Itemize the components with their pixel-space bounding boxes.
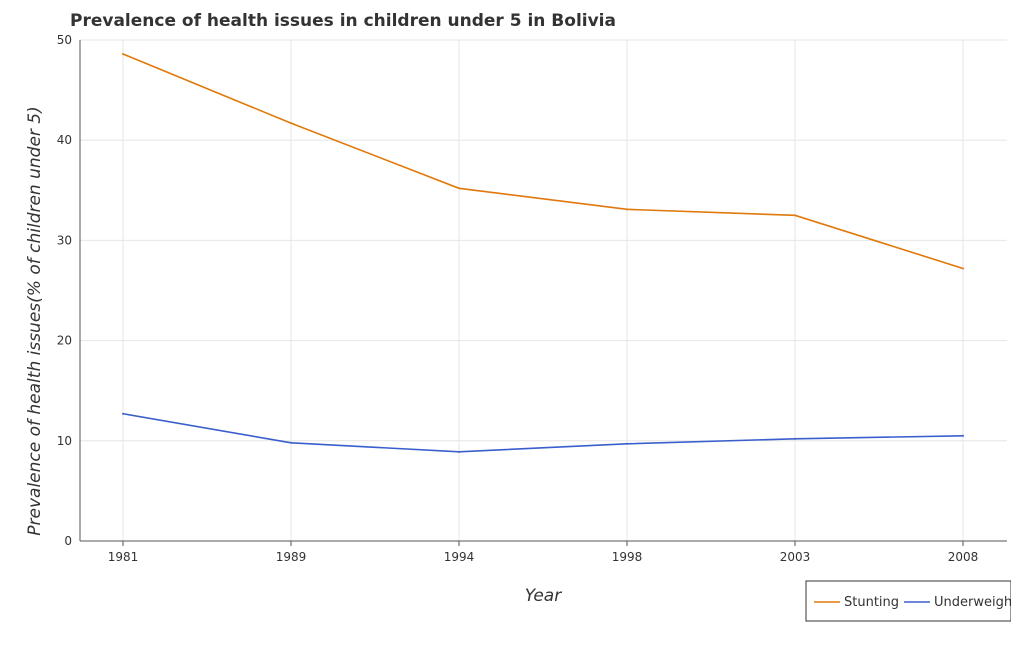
legend: Stunting Underweight xyxy=(805,580,1011,622)
data-point-underweight xyxy=(122,412,124,415)
data-point-underweight xyxy=(290,441,292,444)
x-axis-label: Year xyxy=(525,586,562,606)
series-line-underweight xyxy=(122,412,964,453)
x-tick-label: 2008 xyxy=(948,550,979,564)
x-tick-label: 1989 xyxy=(276,550,307,564)
data-point-underweight xyxy=(458,450,460,453)
y-tick-label: 0 xyxy=(64,534,72,548)
x-tick-label: 1994 xyxy=(444,550,475,564)
data-point-stunting xyxy=(122,53,124,56)
chart-title: Prevalence of health issues in children … xyxy=(70,11,616,31)
series-line-stunting xyxy=(122,53,964,270)
data-point-stunting xyxy=(962,267,964,270)
y-tick-label: 40 xyxy=(57,133,72,147)
plot-area: 0 10 20 30 40 50 1981 1989 1994 1998 2003 2008 xyxy=(57,33,1007,564)
x-tick-label: 1998 xyxy=(612,550,643,564)
plot-background xyxy=(80,40,1007,541)
data-point-stunting xyxy=(794,214,796,217)
y-tick-label: 10 xyxy=(57,434,72,448)
data-point-underweight xyxy=(626,442,628,445)
legend-label-stunting: Stunting xyxy=(844,595,899,610)
data-point-stunting xyxy=(458,187,460,190)
x-tick-label: 1981 xyxy=(108,550,139,564)
data-point-underweight xyxy=(794,437,796,440)
y-tick-label: 50 xyxy=(57,33,72,47)
x-tick-label: 2003 xyxy=(780,550,811,564)
y-axis-label: Prevalence of health issues(% of childre… xyxy=(25,106,45,535)
data-point-stunting xyxy=(290,122,292,125)
data-point-stunting xyxy=(626,208,628,211)
data-point-underweight xyxy=(962,434,964,437)
legend-box xyxy=(805,580,1011,622)
y-tick-label: 20 xyxy=(57,334,72,348)
y-tick-label: 30 xyxy=(57,233,72,247)
legend-label-underweight: Underweight xyxy=(934,595,1011,610)
